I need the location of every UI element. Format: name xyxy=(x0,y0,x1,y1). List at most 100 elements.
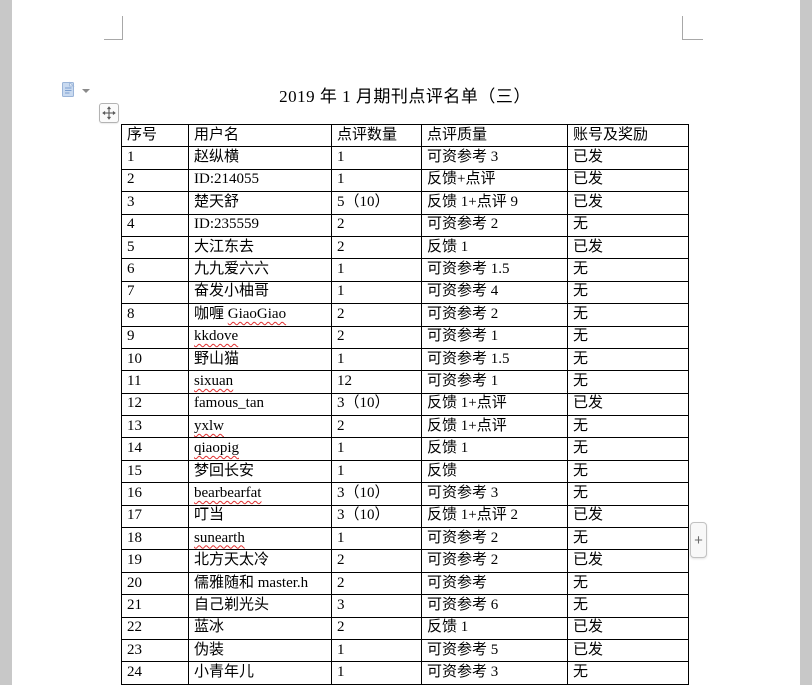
cell-serial[interactable]: 6 xyxy=(121,258,189,282)
cell-username[interactable]: 赵纵横 xyxy=(188,146,332,170)
cell-review-quality[interactable]: 可资参考 1.5 xyxy=(421,258,568,282)
cell-serial[interactable]: 15 xyxy=(121,459,189,484)
cell-review-quality[interactable]: 可资参考 1 xyxy=(421,325,568,349)
cell-review-count[interactable]: 3（10） xyxy=(331,392,422,417)
cell-review-count[interactable]: 2 xyxy=(331,303,422,327)
cell-account-reward[interactable]: 无 xyxy=(567,661,689,685)
cell-review-quality[interactable]: 反馈 1 xyxy=(421,616,568,640)
cell-review-count[interactable]: 1 xyxy=(331,661,422,685)
cell-serial[interactable]: 5 xyxy=(121,235,189,260)
cell-username[interactable]: 儒雅随和 master.h xyxy=(188,571,332,596)
cell-review-count[interactable]: 2 xyxy=(331,415,422,439)
cell-account-reward[interactable]: 无 xyxy=(567,571,689,596)
cell-account-reward[interactable]: 无 xyxy=(567,325,689,349)
cell-review-quality[interactable]: 反馈 1+点评 xyxy=(421,415,568,439)
cell-serial[interactable]: 18 xyxy=(121,527,189,551)
cell-account-reward[interactable]: 无 xyxy=(567,303,689,327)
cell-account-reward[interactable]: 已发 xyxy=(567,191,689,215)
cell-review-quality[interactable]: 反馈 1 xyxy=(421,437,568,461)
cell-account-reward[interactable]: 无 xyxy=(567,437,689,461)
cell-review-count[interactable]: 2 xyxy=(331,616,422,640)
cell-account-reward[interactable]: 无 xyxy=(567,370,689,394)
column-header[interactable]: 用户名 xyxy=(188,123,332,148)
cell-account-reward[interactable]: 已发 xyxy=(567,616,689,640)
cell-review-quality[interactable]: 反馈 1 xyxy=(421,235,568,260)
cell-review-quality[interactable]: 可资参考 4 xyxy=(421,280,568,305)
cell-review-quality[interactable]: 可资参考 6 xyxy=(421,594,568,618)
paste-options-button[interactable] xyxy=(60,80,92,100)
cell-review-count[interactable]: 2 xyxy=(331,571,422,596)
cell-serial[interactable]: 11 xyxy=(121,370,189,394)
cell-review-quality[interactable]: 反馈+点评 xyxy=(421,168,568,193)
cell-username[interactable]: qiaopig xyxy=(188,437,332,461)
cell-username[interactable]: 咖喱 GiaoGiao xyxy=(188,303,332,327)
cell-account-reward[interactable]: 无 xyxy=(567,258,689,282)
cell-review-count[interactable]: 5（10） xyxy=(331,191,422,215)
cell-review-quality[interactable]: 反馈 1+点评 9 xyxy=(421,191,568,215)
cell-serial[interactable]: 13 xyxy=(121,415,189,439)
cell-account-reward[interactable]: 已发 xyxy=(567,504,689,529)
cell-serial[interactable]: 10 xyxy=(121,347,189,372)
cell-serial[interactable]: 12 xyxy=(121,392,189,417)
cell-username[interactable]: 小青年儿 xyxy=(188,661,332,685)
cell-username[interactable]: 蓝冰 xyxy=(188,616,332,640)
table-move-handle[interactable] xyxy=(99,103,119,123)
cell-username[interactable]: yxlw xyxy=(188,415,332,439)
cell-username[interactable]: 野山猫 xyxy=(188,347,332,372)
cell-review-quality[interactable]: 反馈 1+点评 xyxy=(421,392,568,417)
cell-username[interactable]: sunearth xyxy=(188,527,332,551)
cell-account-reward[interactable]: 已发 xyxy=(567,392,689,417)
cell-review-count[interactable]: 1 xyxy=(331,459,422,484)
cell-account-reward[interactable]: 已发 xyxy=(567,638,689,663)
cell-username[interactable]: ID:235559 xyxy=(188,213,332,237)
cell-username[interactable]: 叮当 xyxy=(188,504,332,529)
cell-review-count[interactable]: 1 xyxy=(331,527,422,551)
cell-review-quality[interactable]: 可资参考 2 xyxy=(421,549,568,573)
cell-serial[interactable]: 23 xyxy=(121,638,189,663)
cell-account-reward[interactable]: 已发 xyxy=(567,235,689,260)
cell-review-count[interactable]: 1 xyxy=(331,437,422,461)
cell-review-count[interactable]: 2 xyxy=(331,213,422,237)
plus-button[interactable]: + xyxy=(690,522,707,558)
column-header[interactable]: 账号及奖励 xyxy=(567,123,689,148)
cell-review-count[interactable]: 1 xyxy=(331,347,422,372)
cell-review-count[interactable]: 1 xyxy=(331,258,422,282)
cell-account-reward[interactable]: 无 xyxy=(567,415,689,439)
cell-review-quality[interactable]: 可资参考 1.5 xyxy=(421,347,568,372)
cell-review-quality[interactable]: 反馈 xyxy=(421,459,568,484)
cell-review-quality[interactable]: 可资参考 2 xyxy=(421,213,568,237)
cell-username[interactable]: 奋发小柚哥 xyxy=(188,280,332,305)
cell-serial[interactable]: 3 xyxy=(121,191,189,215)
cell-review-count[interactable]: 2 xyxy=(331,325,422,349)
cell-username[interactable]: 梦回长安 xyxy=(188,459,332,484)
cell-username[interactable]: 楚天舒 xyxy=(188,191,332,215)
cell-review-quality[interactable]: 可资参考 1 xyxy=(421,370,568,394)
cell-serial[interactable]: 22 xyxy=(121,616,189,640)
cell-serial[interactable]: 16 xyxy=(121,482,189,506)
cell-username[interactable]: 自己剃光头 xyxy=(188,594,332,618)
cell-review-count[interactable]: 2 xyxy=(331,549,422,573)
cell-serial[interactable]: 21 xyxy=(121,594,189,618)
cell-account-reward[interactable]: 无 xyxy=(567,594,689,618)
cell-account-reward[interactable]: 无 xyxy=(567,280,689,305)
cell-serial[interactable]: 9 xyxy=(121,325,189,349)
column-header[interactable]: 点评质量 xyxy=(421,123,568,148)
cell-review-count[interactable]: 3 xyxy=(331,594,422,618)
cell-serial[interactable]: 7 xyxy=(121,280,189,305)
cell-review-count[interactable]: 3（10） xyxy=(331,482,422,506)
cell-serial[interactable]: 17 xyxy=(121,504,189,529)
cell-review-quality[interactable]: 可资参考 3 xyxy=(421,661,568,685)
cell-review-count[interactable]: 1 xyxy=(331,280,422,305)
cell-serial[interactable]: 19 xyxy=(121,549,189,573)
cell-username[interactable]: 九九爱六六 xyxy=(188,258,332,282)
cell-serial[interactable]: 2 xyxy=(121,168,189,193)
cell-serial[interactable]: 20 xyxy=(121,571,189,596)
cell-review-quality[interactable]: 可资参考 2 xyxy=(421,527,568,551)
cell-username[interactable]: sixuan xyxy=(188,370,332,394)
cell-review-count[interactable]: 1 xyxy=(331,168,422,193)
cell-username[interactable]: 北方天太冷 xyxy=(188,549,332,573)
cell-review-quality[interactable]: 可资参考 3 xyxy=(421,146,568,170)
cell-account-reward[interactable]: 已发 xyxy=(567,146,689,170)
cell-username[interactable]: 大江东去 xyxy=(188,235,332,260)
cell-review-quality[interactable]: 反馈 1+点评 2 xyxy=(421,504,568,529)
